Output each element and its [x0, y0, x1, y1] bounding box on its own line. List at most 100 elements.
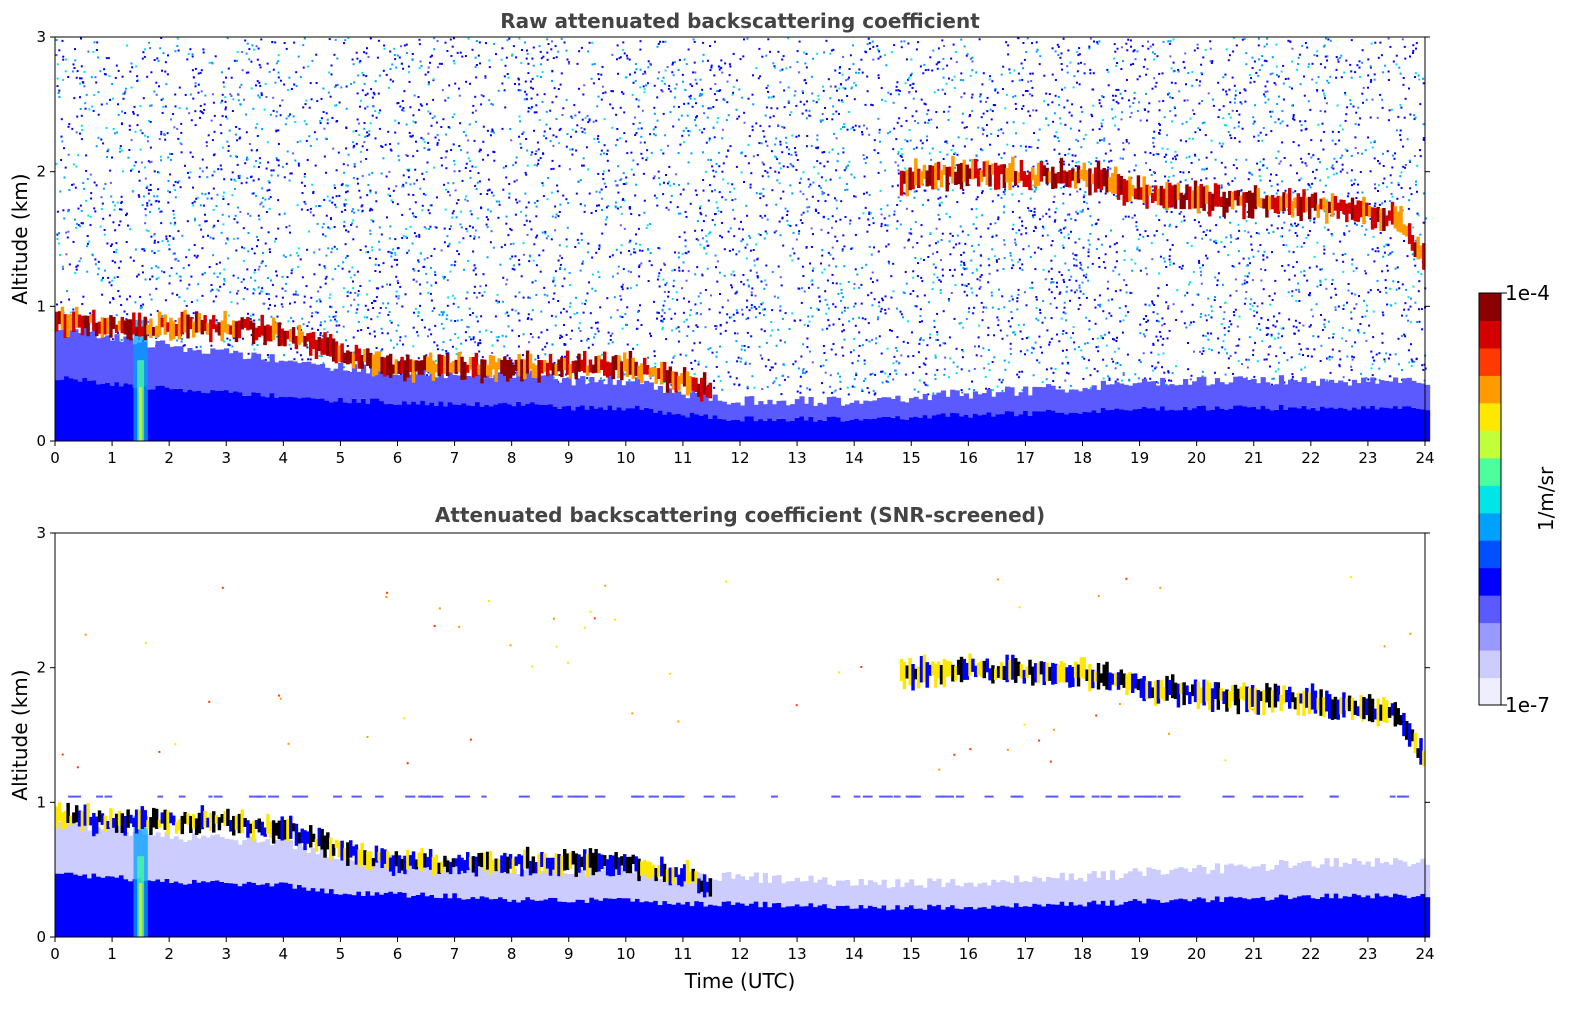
noise-pixel: [689, 202, 692, 205]
noise-pixel: [759, 197, 762, 200]
noise-pixel: [1115, 251, 1118, 254]
noise-pixel: [1355, 197, 1358, 199]
noise-pixel: [1307, 293, 1310, 296]
noise-pixel: [428, 328, 431, 331]
noise-pixel: [1029, 197, 1032, 200]
noise-pixel: [1102, 261, 1105, 264]
noise-pixel: [1121, 111, 1124, 114]
noise-pixel: [212, 254, 215, 257]
noise-pixel: [185, 304, 188, 307]
noise-pixel: [1217, 337, 1220, 340]
noise-pixel: [877, 117, 880, 120]
noise-pixel: [1045, 368, 1048, 371]
noise-pixel: [78, 260, 81, 263]
noise-pixel: [486, 226, 489, 228]
noise-pixel: [663, 263, 666, 266]
noise-pixel: [912, 82, 915, 85]
noise-pixel: [998, 378, 1001, 381]
noise-pixel: [1125, 140, 1128, 143]
noise-pixel: [1404, 335, 1407, 338]
noise-pixel: [1283, 157, 1286, 159]
noise-pixel: [1154, 180, 1157, 183]
noise-pixel: [565, 333, 568, 336]
noise-pixel: [475, 296, 478, 299]
noise-pixel: [263, 108, 266, 111]
noise-pixel: [767, 38, 770, 41]
noise-pixel: [927, 68, 930, 71]
noise-pixel: [597, 330, 600, 333]
noise-pixel: [1377, 56, 1380, 59]
noise-pixel: [1354, 147, 1357, 149]
noise-pixel: [664, 69, 667, 72]
noise-pixel: [1274, 325, 1277, 328]
noise-pixel: [933, 273, 936, 276]
noise-pixel: [124, 112, 127, 114]
noise-pixel: [153, 195, 156, 198]
noise-pixel: [268, 197, 271, 200]
noise-pixel: [1165, 266, 1168, 268]
noise-pixel: [142, 247, 145, 250]
noise-pixel: [285, 117, 288, 120]
noise-pixel: [119, 220, 122, 223]
noise-pixel: [682, 141, 685, 144]
noise-pixel: [999, 329, 1002, 332]
noise-pixel: [285, 226, 288, 229]
noise-pixel: [1030, 351, 1033, 354]
noise-pixel: [1225, 236, 1228, 239]
noise-pixel: [967, 283, 970, 285]
noise-pixel: [428, 148, 431, 151]
noise-pixel: [130, 86, 133, 89]
noise-pixel: [777, 171, 780, 174]
noise-pixel: [746, 387, 749, 390]
noise-pixel: [981, 133, 984, 136]
noise-pixel: [1227, 254, 1229, 257]
noise-pixel: [1239, 101, 1242, 104]
noise-pixel: [531, 336, 534, 339]
noise-pixel: [873, 298, 876, 301]
noise-pixel: [1237, 359, 1240, 362]
noise-pixel: [148, 120, 150, 122]
noise-pixel: [1136, 248, 1139, 251]
noise-pixel: [1326, 357, 1328, 360]
noise-pixel: [897, 152, 900, 155]
noise-pixel: [718, 271, 721, 274]
noise-pixel: [114, 76, 117, 79]
noise-pixel: [56, 233, 59, 236]
noise-pixel: [657, 170, 660, 173]
noise-pixel: [141, 264, 144, 267]
noise-pixel: [325, 275, 328, 278]
noise-pixel: [111, 259, 114, 262]
noise-pixel: [156, 57, 159, 60]
noise-pixel: [1099, 189, 1102, 192]
noise-pixel: [1057, 140, 1060, 143]
noise-pixel: [829, 52, 832, 55]
noise-pixel: [381, 332, 384, 335]
noise-pixel: [1307, 65, 1310, 68]
noise-pixel: [953, 317, 956, 320]
noise-pixel: [853, 386, 856, 389]
noise-pixel: [1118, 307, 1121, 309]
noise-pixel: [346, 295, 349, 298]
noise-pixel: [340, 210, 343, 213]
noise-pixel: [1248, 171, 1251, 174]
noise-pixel: [606, 149, 609, 152]
noise-pixel: [1033, 213, 1036, 216]
noise-pixel: [1201, 237, 1204, 240]
noise-pixel: [919, 257, 922, 260]
noise-pixel: [504, 106, 507, 109]
noise-pixel: [1399, 129, 1402, 132]
noise-pixel: [719, 323, 722, 326]
noise-pixel: [239, 103, 242, 106]
noise-pixel: [329, 95, 332, 98]
noise-pixel: [802, 91, 804, 94]
noise-pixel: [689, 97, 692, 100]
noise-pixel: [1057, 45, 1060, 48]
noise-pixel: [759, 124, 762, 127]
noise-pixel: [222, 198, 225, 200]
noise-pixel: [871, 40, 874, 43]
noise-pixel: [1395, 129, 1398, 132]
noise-pixel: [1331, 164, 1334, 167]
noise-pixel: [1266, 167, 1269, 170]
noise-pixel: [1271, 299, 1274, 301]
noise-pixel: [531, 57, 534, 60]
